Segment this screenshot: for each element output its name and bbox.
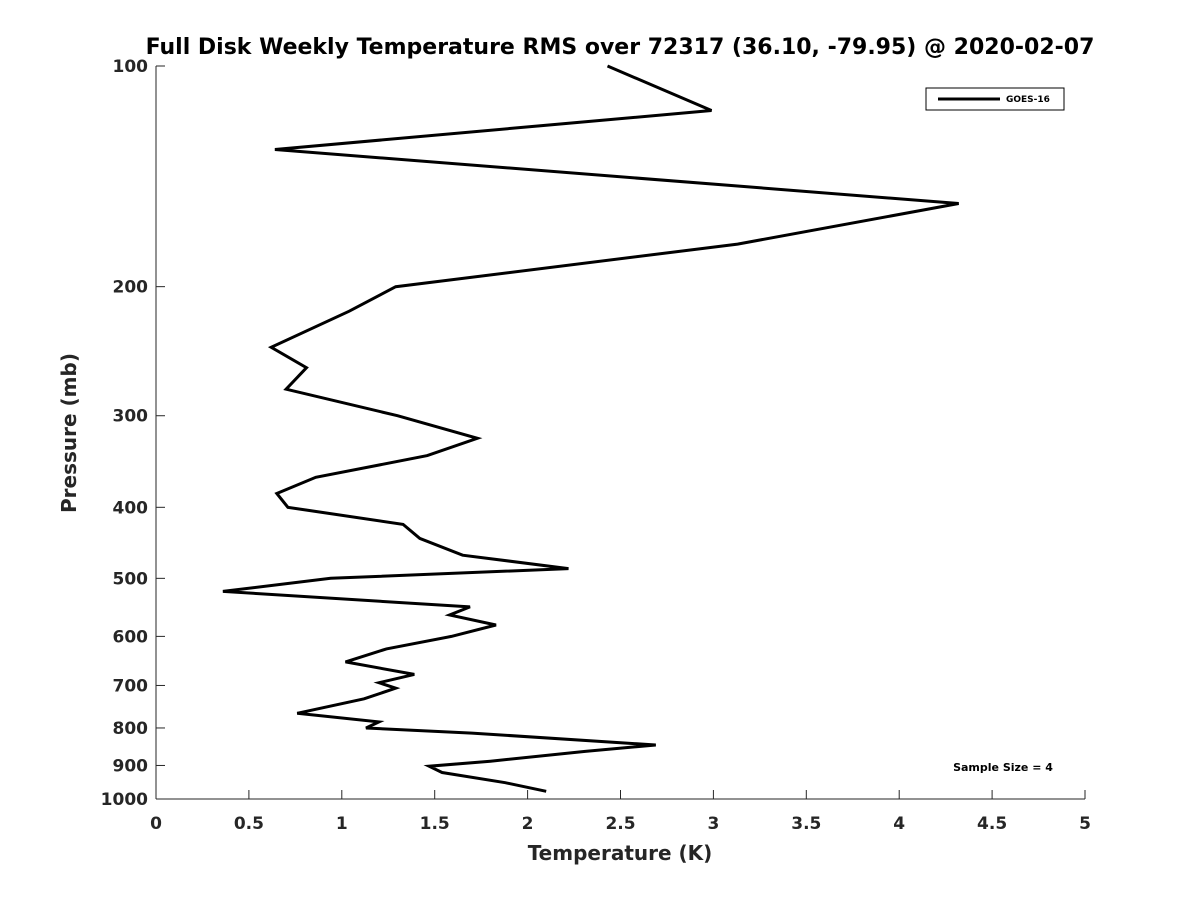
x-axis-ticks: 0 0.5 1 1.5 2 2.5 3 3.5 4 4.5 5 bbox=[150, 790, 1091, 834]
series-line-goes-16 bbox=[222, 64, 959, 793]
legend: GOES-16 bbox=[925, 87, 1065, 111]
x-tick-label: 3 bbox=[707, 814, 719, 834]
x-tick-label: 0 bbox=[150, 814, 162, 834]
sample-size-annotation: Sample Size = 4 bbox=[953, 761, 1053, 774]
x-tick-label: 3.5 bbox=[791, 814, 821, 834]
y-tick-label: 1000 bbox=[101, 790, 148, 810]
x-tick-label: 1.5 bbox=[420, 814, 450, 834]
legend-label-goes-16: GOES-16 bbox=[1006, 95, 1050, 105]
x-tick-label: 4.5 bbox=[977, 814, 1007, 834]
series-layer bbox=[222, 64, 959, 793]
y-tick-label: 900 bbox=[113, 756, 149, 776]
x-tick-label: 2 bbox=[522, 814, 534, 834]
chart-title: Full Disk Weekly Temperature RMS over 72… bbox=[146, 35, 1095, 60]
y-tick-label: 200 bbox=[113, 278, 149, 298]
y-tick-label: 700 bbox=[113, 676, 149, 696]
x-tick-label: 0.5 bbox=[234, 814, 264, 834]
y-tick-label: 300 bbox=[113, 407, 149, 427]
y-tick-label: 800 bbox=[113, 719, 149, 739]
x-tick-label: 4 bbox=[893, 814, 905, 834]
y-axis-label: Pressure (mb) bbox=[57, 353, 81, 513]
x-tick-label: 2.5 bbox=[605, 814, 635, 834]
y-tick-label: 600 bbox=[113, 627, 149, 647]
y-tick-label: 500 bbox=[113, 569, 149, 589]
x-tick-label: 1 bbox=[336, 814, 348, 834]
x-axis-label: Temperature (K) bbox=[528, 841, 713, 865]
y-tick-label: 400 bbox=[113, 498, 149, 518]
x-tick-label: 5 bbox=[1079, 814, 1091, 834]
y-tick-label: 100 bbox=[113, 57, 149, 77]
y-axis-ticks: 100 200 300 400 500 600 700 800 900 1000 bbox=[101, 57, 165, 810]
